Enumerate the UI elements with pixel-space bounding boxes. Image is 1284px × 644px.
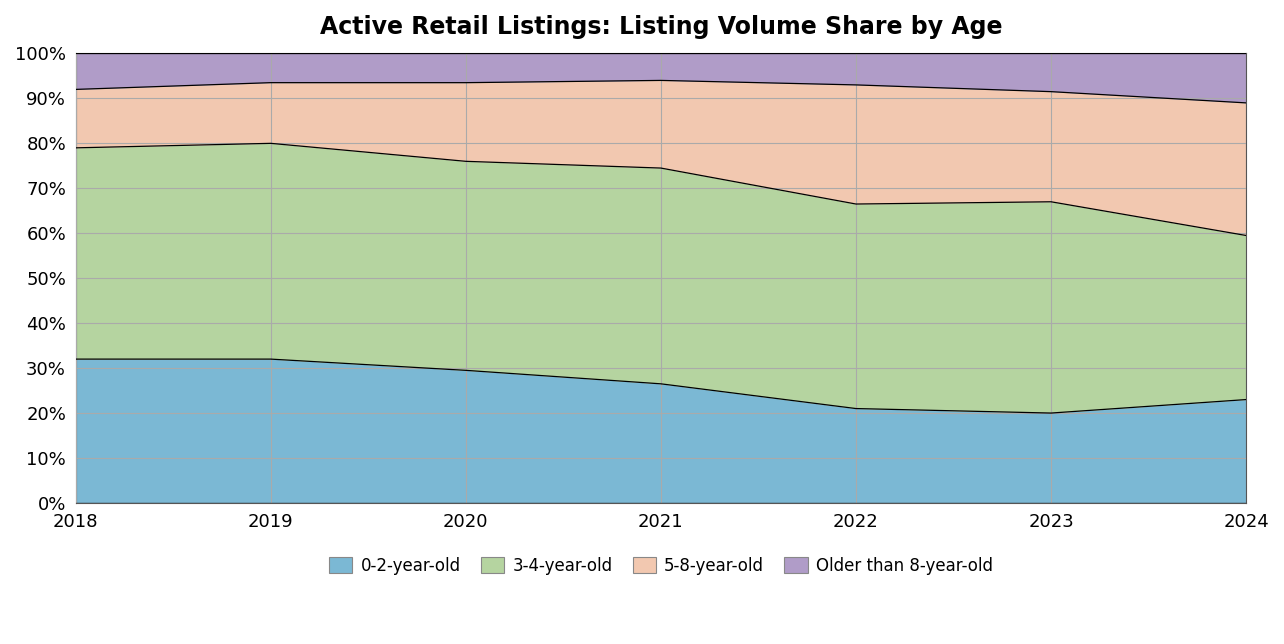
- Title: Active Retail Listings: Listing Volume Share by Age: Active Retail Listings: Listing Volume S…: [320, 15, 1003, 39]
- Legend: 0-2-year-old, 3-4-year-old, 5-8-year-old, Older than 8-year-old: 0-2-year-old, 3-4-year-old, 5-8-year-old…: [324, 552, 998, 580]
